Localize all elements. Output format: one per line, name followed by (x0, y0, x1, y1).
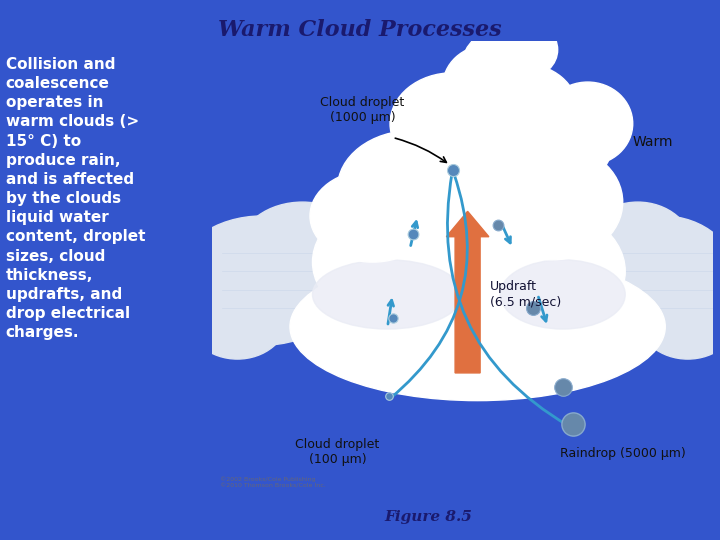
Ellipse shape (423, 105, 582, 234)
Ellipse shape (312, 193, 513, 332)
Ellipse shape (462, 29, 543, 98)
Point (527, 304, 539, 313)
Text: ©2002 Brooks/Cole Publishing
©2010 Thomson Brooks/Cole Inc.: ©2002 Brooks/Cole Publishing ©2010 Thoms… (220, 477, 325, 488)
Ellipse shape (638, 276, 720, 359)
Ellipse shape (498, 22, 558, 77)
Ellipse shape (482, 144, 623, 260)
Ellipse shape (175, 216, 350, 345)
Ellipse shape (390, 73, 515, 174)
Ellipse shape (338, 131, 487, 246)
Point (383, 392, 395, 400)
Text: Warm Cloud Processes: Warm Cloud Processes (218, 19, 502, 41)
Point (557, 382, 569, 391)
Ellipse shape (310, 170, 435, 262)
Ellipse shape (500, 260, 625, 329)
Ellipse shape (400, 198, 625, 345)
Text: Collision and
coalescence
operates in
warm clouds (>
15° C) to
produce rain,
and: Collision and coalescence operates in wa… (6, 57, 145, 341)
Ellipse shape (240, 202, 365, 294)
Point (407, 230, 418, 239)
Point (567, 420, 578, 428)
Text: Cloud droplet
(100 μm): Cloud droplet (100 μm) (295, 437, 379, 465)
Text: Updraft
(6.5 m/sec): Updraft (6.5 m/sec) (490, 280, 562, 308)
Ellipse shape (187, 276, 287, 359)
Ellipse shape (513, 96, 613, 188)
Ellipse shape (290, 253, 665, 401)
Text: Figure 8.5: Figure 8.5 (384, 510, 472, 524)
Text: Cloud droplet
(1000 μm): Cloud droplet (1000 μm) (320, 96, 405, 124)
Ellipse shape (582, 202, 693, 294)
Point (387, 313, 398, 322)
Text: Warm: Warm (632, 135, 673, 149)
Ellipse shape (312, 260, 462, 329)
Text: Raindrop (5000 μm): Raindrop (5000 μm) (560, 447, 685, 460)
Point (492, 221, 503, 230)
FancyArrowPatch shape (390, 174, 467, 399)
FancyArrowPatch shape (447, 172, 569, 426)
Ellipse shape (375, 170, 550, 299)
Ellipse shape (543, 82, 633, 165)
FancyArrow shape (446, 211, 489, 373)
Ellipse shape (467, 64, 577, 156)
Ellipse shape (443, 45, 533, 128)
Ellipse shape (588, 216, 720, 345)
Point (447, 165, 459, 174)
